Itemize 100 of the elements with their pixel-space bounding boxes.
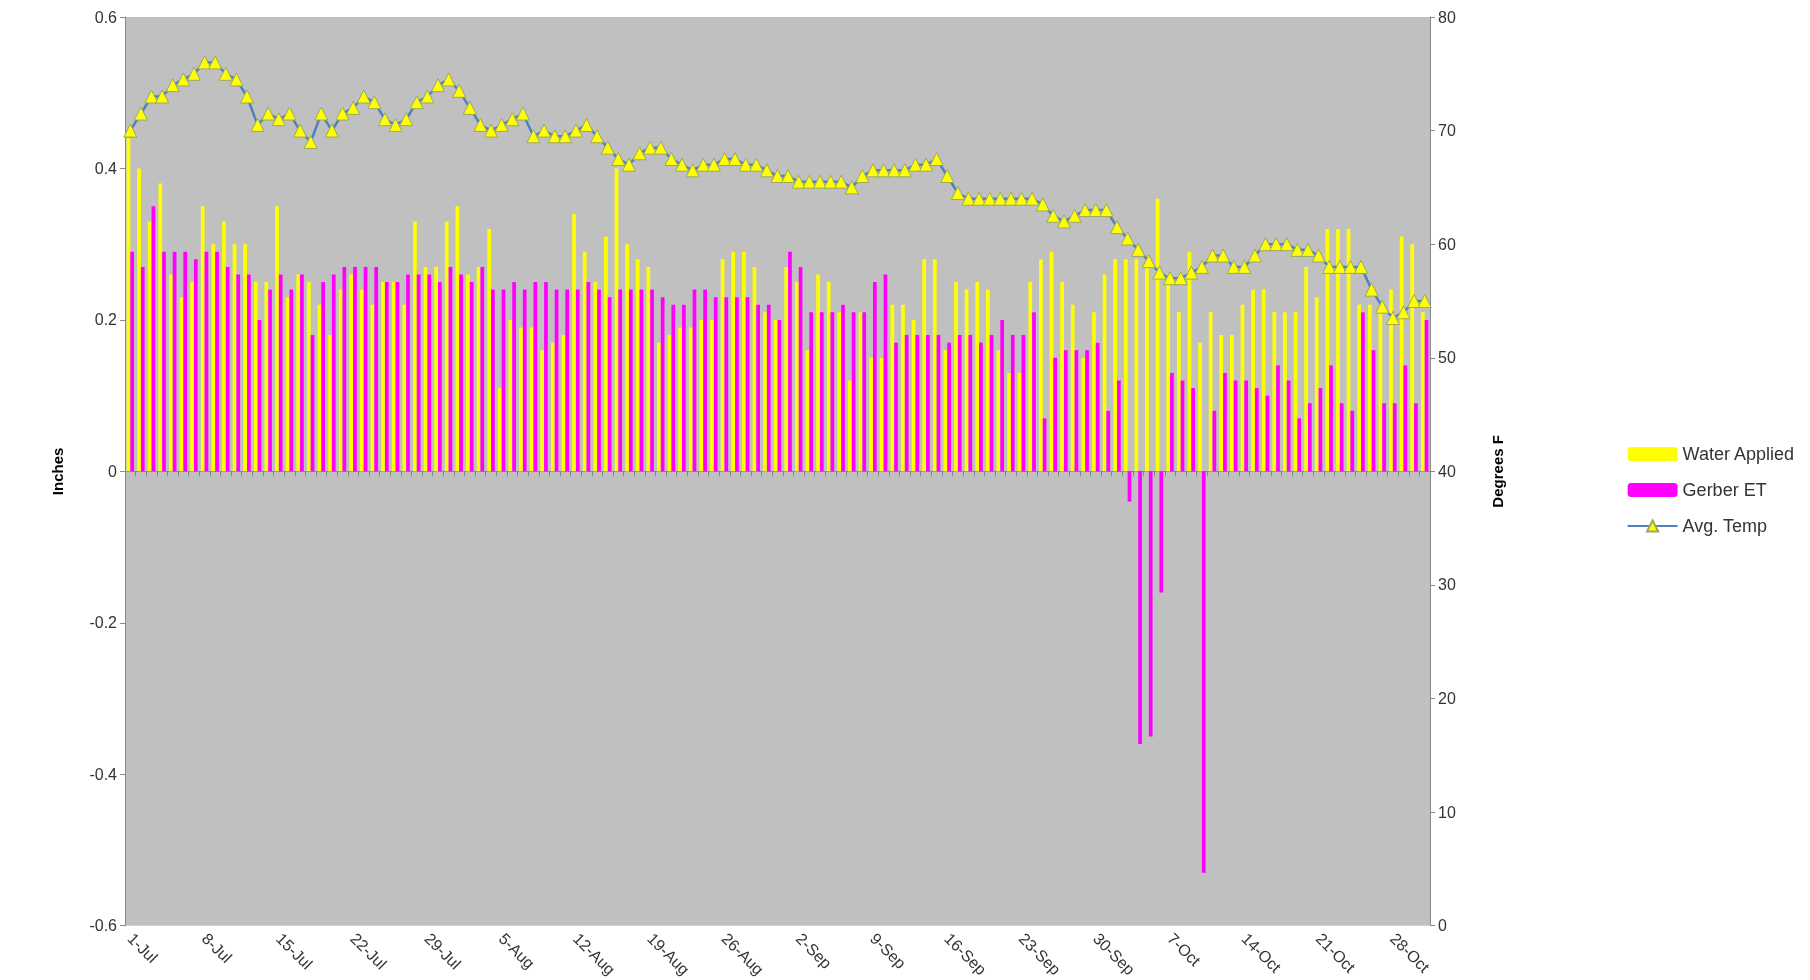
bar	[784, 266, 789, 472]
bar	[331, 274, 336, 472]
bar	[427, 274, 432, 472]
bar	[1307, 403, 1312, 472]
bar	[1028, 282, 1033, 472]
bar	[848, 380, 852, 472]
bar	[646, 266, 651, 472]
bar	[1261, 289, 1266, 472]
bar	[459, 274, 463, 472]
bar	[193, 259, 198, 472]
bar	[466, 274, 470, 472]
bar	[979, 342, 983, 472]
y2-tick-label: 0	[1438, 917, 1447, 935]
bar	[968, 335, 973, 472]
bar	[650, 289, 654, 472]
bar	[688, 327, 693, 472]
bar	[763, 312, 767, 472]
bar	[1007, 372, 1011, 472]
bar	[434, 266, 438, 472]
bar	[522, 289, 527, 472]
bar	[413, 221, 417, 472]
bar	[225, 266, 230, 472]
bar	[533, 282, 538, 472]
bar	[268, 289, 272, 472]
bar	[1032, 312, 1036, 472]
y2-tick-label: 30	[1438, 576, 1456, 594]
bar	[384, 282, 389, 472]
y2-tick-label: 60	[1438, 235, 1456, 253]
bar	[872, 282, 877, 472]
bar	[1254, 388, 1259, 472]
bar	[519, 327, 523, 472]
bar	[253, 282, 258, 472]
bar	[200, 206, 205, 472]
y2-tick-label: 80	[1438, 8, 1456, 26]
bar	[1367, 304, 1372, 472]
bar	[862, 312, 867, 472]
bar	[731, 251, 736, 472]
bar	[211, 244, 216, 472]
bar	[1081, 357, 1086, 472]
bar	[1053, 357, 1058, 472]
bar	[572, 213, 576, 472]
bar	[1403, 365, 1408, 472]
bar	[1304, 266, 1308, 472]
bar	[158, 183, 163, 472]
bar	[985, 289, 990, 472]
bar	[1070, 304, 1075, 472]
bar	[406, 274, 410, 472]
bar	[766, 304, 771, 472]
bar	[353, 266, 357, 472]
y2-tick-label: 70	[1438, 122, 1456, 140]
bar	[1350, 410, 1355, 472]
legend-label: Gerber ET	[1682, 480, 1767, 500]
bar	[137, 168, 141, 472]
bar	[660, 297, 665, 472]
bar	[550, 342, 555, 472]
bar	[1010, 335, 1015, 472]
bar	[735, 297, 739, 472]
bar	[275, 206, 279, 472]
bar	[1219, 335, 1224, 472]
bar	[391, 282, 396, 472]
bar	[597, 289, 601, 472]
bar	[756, 304, 760, 472]
bar	[402, 304, 407, 472]
bar	[1198, 342, 1202, 472]
bar	[1138, 471, 1142, 744]
bar	[1017, 372, 1022, 472]
bar	[773, 319, 778, 472]
bar	[491, 289, 495, 472]
bar	[1244, 380, 1249, 472]
bar	[296, 274, 301, 472]
bar	[1420, 312, 1425, 472]
bar	[582, 251, 587, 472]
bar	[894, 342, 898, 472]
bar	[1176, 312, 1181, 472]
y-axis-title: Inches	[49, 447, 66, 496]
y-tick-label: -0.6	[89, 917, 118, 935]
bar	[901, 304, 905, 472]
y-tick-label: 0.4	[94, 159, 118, 177]
y-tick-label: -0.4	[89, 765, 118, 783]
bar	[544, 282, 548, 472]
bar	[837, 312, 842, 472]
bar	[682, 304, 686, 472]
bar	[147, 221, 152, 472]
bar	[437, 282, 442, 472]
bar	[826, 282, 831, 472]
bar	[183, 251, 188, 472]
bar	[947, 342, 951, 472]
bar	[604, 236, 608, 472]
bar	[890, 304, 895, 472]
bar	[703, 289, 707, 472]
bar	[1357, 304, 1362, 472]
bar	[247, 274, 251, 472]
bar	[1392, 403, 1397, 472]
bar	[338, 289, 343, 472]
bar	[487, 229, 492, 472]
bar	[1276, 365, 1280, 472]
bar	[1208, 312, 1213, 472]
bar	[1000, 319, 1005, 472]
bar	[713, 297, 718, 472]
bar	[1361, 312, 1365, 472]
